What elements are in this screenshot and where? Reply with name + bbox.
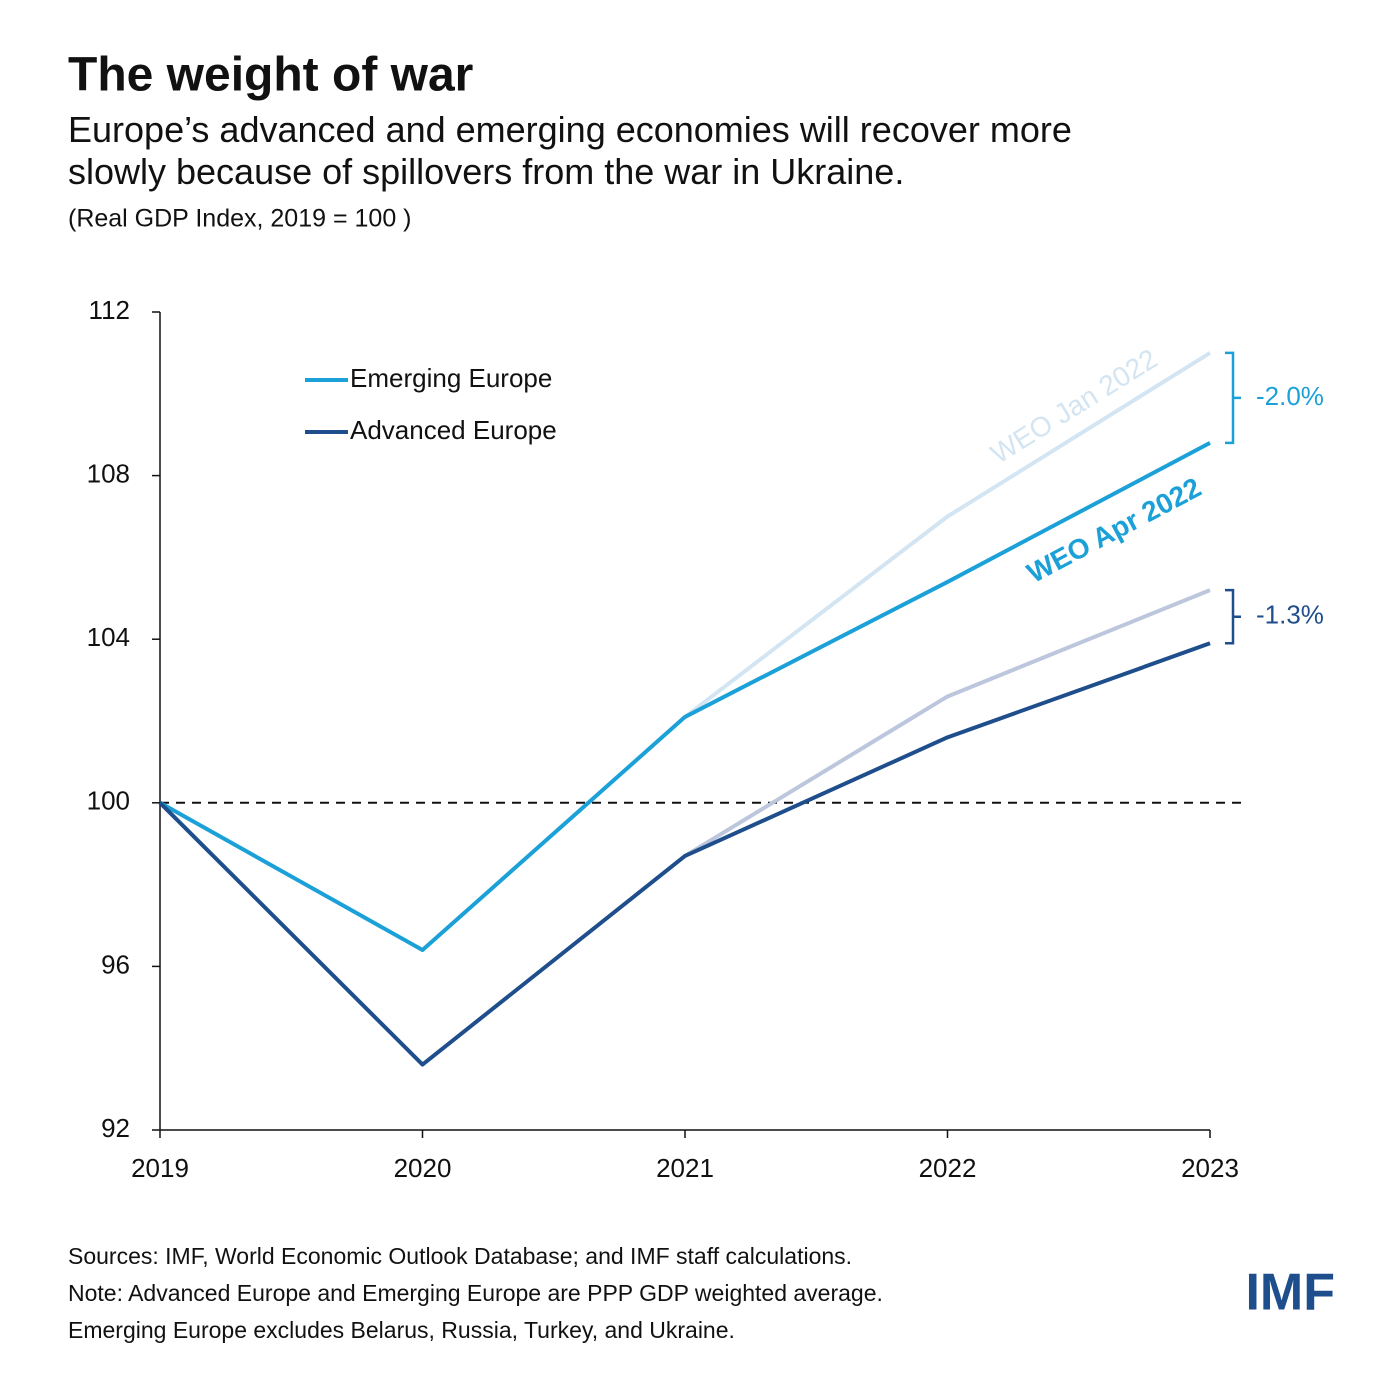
bracket: [1225, 351, 1241, 445]
unit-note: (Real GDP Index, 2019 = 100 ): [68, 205, 412, 233]
note: Note: Advanced Europe and Emerging Europ…: [68, 1280, 883, 1306]
y-tick-label: 108: [87, 458, 130, 488]
y-tick-label: 96: [101, 949, 130, 979]
note: Emerging Europe excludes Belarus, Russia…: [68, 1317, 735, 1343]
legend-label: Advanced Europe: [350, 415, 557, 445]
difference-label: -1.3%: [1256, 600, 1324, 630]
legend-label: Emerging Europe: [350, 363, 552, 393]
x-tick-label: 2020: [394, 1153, 452, 1183]
x-tick-label: 2019: [131, 1153, 189, 1183]
series-line: [159, 441, 1211, 953]
bracket: [1225, 588, 1241, 645]
series-line: [158, 641, 1211, 1067]
source-note: Sources: IMF, World Economic Outlook Dat…: [68, 1243, 852, 1269]
logo: IMF: [1245, 1264, 1335, 1322]
chart-subtitle: Europe’s advanced and emerging economies…: [68, 109, 1072, 192]
y-tick-label: 104: [87, 622, 130, 652]
x-tick-label: 2023: [1181, 1153, 1239, 1183]
x-tick-label: 2021: [656, 1153, 714, 1183]
y-tick-label: 92: [101, 1113, 130, 1143]
chart-title: The weight of war: [68, 49, 473, 102]
line-label: WEO Apr 2022: [1022, 472, 1206, 589]
y-tick-label: 112: [89, 295, 130, 325]
y-tick-label: 100: [87, 786, 130, 816]
series-line: [683, 588, 1211, 858]
x-tick-label: 2022: [919, 1153, 977, 1183]
difference-label: -2.0%: [1256, 381, 1324, 411]
line-label: WEO Jan 2022: [985, 343, 1163, 470]
series-line: [683, 351, 1212, 719]
